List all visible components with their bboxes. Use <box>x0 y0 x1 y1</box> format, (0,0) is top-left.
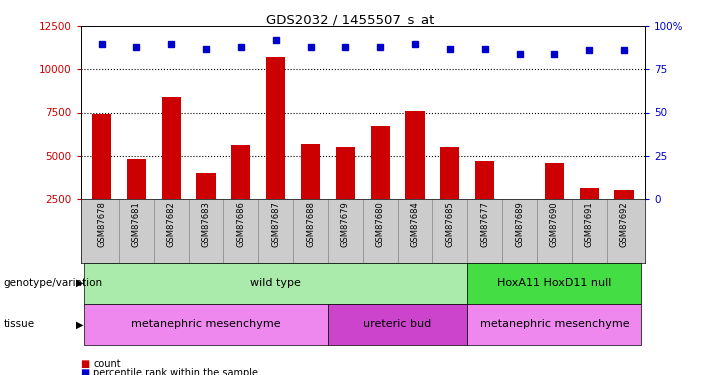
Text: wild type: wild type <box>250 278 301 288</box>
Bar <box>84 262 468 304</box>
Bar <box>468 262 641 304</box>
Bar <box>92 114 111 199</box>
Text: ■: ■ <box>81 359 90 369</box>
Text: count: count <box>93 359 121 369</box>
Bar <box>615 190 634 199</box>
Bar <box>266 57 285 199</box>
Text: GSM87688: GSM87688 <box>306 201 315 247</box>
Bar <box>405 111 425 199</box>
Bar <box>510 199 529 204</box>
Bar <box>440 147 459 199</box>
Bar <box>475 161 494 199</box>
Bar <box>127 159 146 199</box>
Text: GSM87687: GSM87687 <box>271 201 280 247</box>
Bar <box>545 162 564 199</box>
Text: GSM87689: GSM87689 <box>515 201 524 247</box>
Text: GSM87680: GSM87680 <box>376 201 385 247</box>
Text: genotype/variation: genotype/variation <box>4 278 102 288</box>
Text: GSM87682: GSM87682 <box>167 201 176 247</box>
Text: GSM87683: GSM87683 <box>201 201 210 247</box>
Bar <box>84 304 328 345</box>
Bar <box>162 97 181 199</box>
Bar <box>301 144 320 199</box>
Text: tissue: tissue <box>4 320 34 329</box>
Bar <box>580 188 599 199</box>
Text: GSM87685: GSM87685 <box>445 201 454 247</box>
Bar <box>371 126 390 199</box>
Text: GDS2032 / 1455507_s_at: GDS2032 / 1455507_s_at <box>266 13 435 26</box>
Text: HoxA11 HoxD11 null: HoxA11 HoxD11 null <box>497 278 611 288</box>
Bar <box>336 147 355 199</box>
Text: GSM87678: GSM87678 <box>97 201 106 247</box>
Bar <box>231 145 250 199</box>
Text: GSM87684: GSM87684 <box>411 201 419 247</box>
Text: GSM87692: GSM87692 <box>620 201 629 247</box>
Text: GSM87691: GSM87691 <box>585 201 594 247</box>
Text: percentile rank within the sample: percentile rank within the sample <box>93 368 258 375</box>
Text: GSM87681: GSM87681 <box>132 201 141 247</box>
Text: GSM87690: GSM87690 <box>550 201 559 247</box>
Bar <box>468 304 641 345</box>
Text: GSM87679: GSM87679 <box>341 201 350 247</box>
Text: GSM87677: GSM87677 <box>480 201 489 247</box>
Text: ▶: ▶ <box>76 320 83 329</box>
Text: GSM87686: GSM87686 <box>236 201 245 247</box>
Text: ureteric bud: ureteric bud <box>364 320 432 329</box>
Text: ▶: ▶ <box>76 278 83 288</box>
Bar <box>328 304 468 345</box>
Bar <box>196 173 216 199</box>
Text: metanephric mesenchyme: metanephric mesenchyme <box>131 320 281 329</box>
Text: ■: ■ <box>81 368 90 375</box>
Text: metanephric mesenchyme: metanephric mesenchyme <box>479 320 629 329</box>
